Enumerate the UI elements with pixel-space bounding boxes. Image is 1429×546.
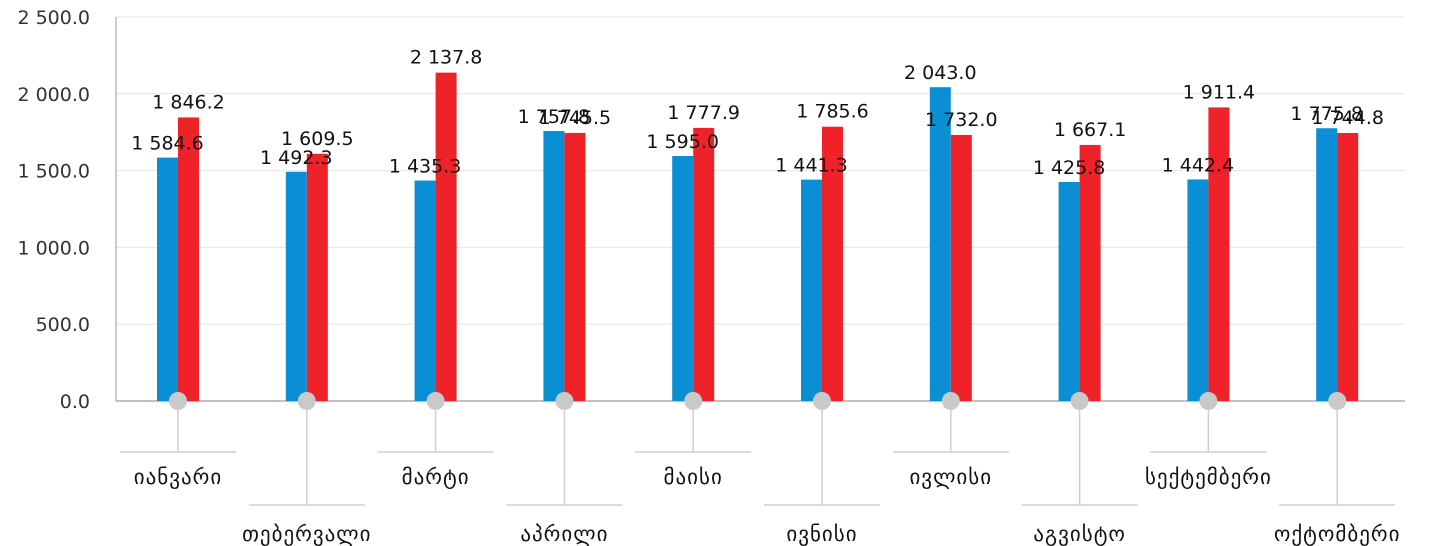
data-label-series-1: 1 425.8	[1033, 157, 1106, 179]
data-label-series-2: 1 911.4	[1183, 81, 1256, 103]
y-tick-label: 0.0	[60, 391, 90, 413]
bar-series-2	[950, 134, 972, 402]
data-label-series-2: 1 744.8	[1311, 107, 1384, 129]
category-label: იანვარი	[134, 465, 223, 489]
data-label-series-2: 1 777.9	[667, 102, 740, 124]
y-tick-label: 1 000.0	[17, 237, 90, 259]
y-tick-label: 500.0	[36, 314, 90, 336]
bar-series-1	[672, 156, 694, 401]
category-marker	[1199, 392, 1218, 410]
data-label-series-2: 1 609.5	[281, 128, 354, 150]
category-label: მარტი	[402, 465, 470, 489]
data-label-series-2: 1 846.2	[152, 91, 225, 113]
bar-series-1	[1187, 179, 1209, 401]
category-label: ივლისი	[909, 465, 992, 489]
data-label-series-1: 1 757.8	[518, 106, 591, 128]
category-label: სექტემბერი	[1145, 465, 1272, 489]
category-marker	[297, 392, 316, 410]
data-label-series-1: 1 442.4	[1162, 154, 1235, 176]
bar-series-1	[157, 157, 178, 401]
data-label-series-1: 1 492.3	[260, 147, 333, 169]
bar-series-1	[1316, 128, 1338, 401]
category-marker	[813, 392, 831, 410]
data-label-series-1: 2 043.0	[904, 62, 977, 84]
bar-series-1	[929, 87, 951, 402]
data-label-series-1: 1 441.3	[775, 155, 848, 177]
category-label: აპრილი	[520, 522, 608, 546]
y-tick-label: 1 500.0	[17, 161, 90, 183]
category-marker	[1070, 392, 1089, 410]
bar-series-2	[822, 126, 843, 401]
data-label-series-1: 1 595.0	[646, 131, 719, 153]
bar-series-2	[564, 132, 586, 401]
bar-series-2	[1079, 144, 1101, 401]
category-label: ოქტომბერი	[1274, 522, 1401, 546]
category-label: მაისი	[664, 465, 723, 489]
bar-series-2	[306, 153, 328, 401]
data-label-series-2: 1 785.6	[796, 101, 869, 123]
data-label-series-2: 2 137.8	[410, 47, 483, 69]
bar-series-1	[543, 131, 565, 401]
category-marker	[1328, 392, 1347, 410]
bar-series-1	[285, 171, 307, 401]
bar-series-2	[1208, 107, 1230, 401]
bar-series-2	[693, 127, 715, 402]
data-label-series-1: 1 584.6	[131, 133, 204, 155]
data-label-series-1: 1 775.8	[1290, 103, 1363, 125]
category-marker	[426, 392, 445, 410]
data-label-series-2: 1 667.1	[1054, 119, 1127, 141]
category-marker	[941, 392, 960, 410]
bar-series-1	[1058, 181, 1080, 401]
category-label: აგვისტო	[1033, 522, 1126, 546]
bar-series-2	[1337, 132, 1359, 401]
y-tick-label: 2 000.0	[17, 84, 90, 106]
category-marker	[555, 392, 574, 410]
bar-series-1	[801, 179, 822, 401]
category-label: თებერვალი	[242, 522, 371, 546]
data-label-series-1: 1 435.3	[389, 156, 462, 178]
category-marker	[169, 392, 187, 410]
data-label-series-2: 1 745.5	[539, 107, 612, 129]
bar-series-2	[178, 117, 199, 402]
category-label: ივნისი	[786, 522, 857, 546]
category-marker	[684, 392, 703, 410]
data-label-series-2: 1 732.0	[925, 109, 998, 131]
bar-series-2	[435, 72, 457, 402]
bar-series-1	[414, 180, 436, 401]
y-tick-label: 2 500.0	[17, 7, 90, 29]
